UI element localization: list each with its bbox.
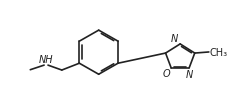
Text: NH: NH <box>39 54 53 64</box>
Text: N: N <box>185 69 193 79</box>
Text: O: O <box>162 69 170 79</box>
Text: N: N <box>171 34 178 44</box>
Text: CH₃: CH₃ <box>210 47 228 57</box>
